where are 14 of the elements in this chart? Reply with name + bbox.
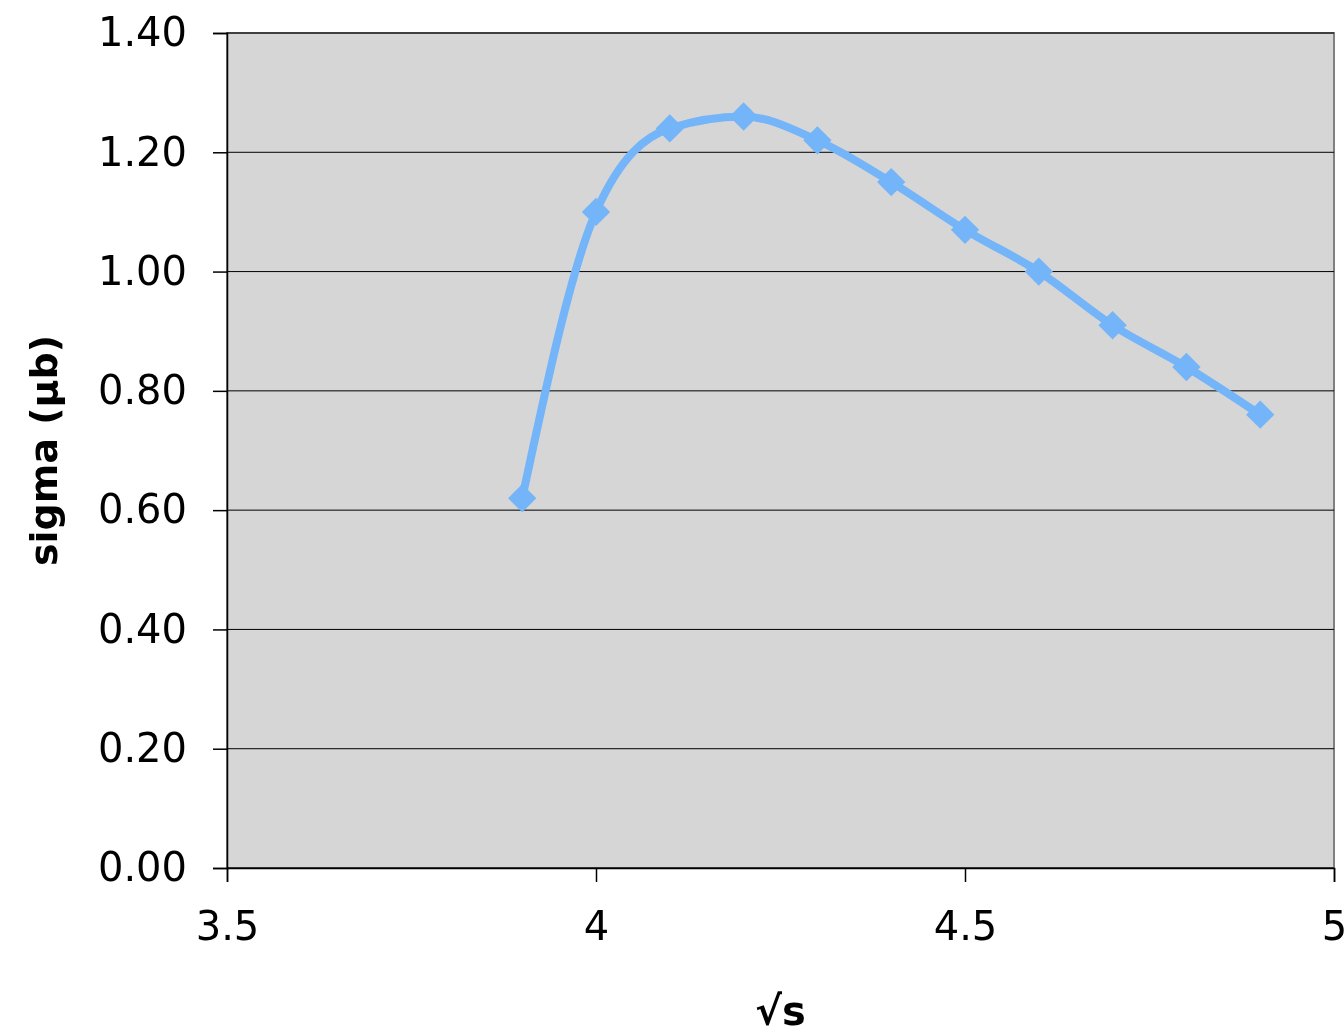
- y-tick-label: 0.80: [97, 367, 187, 414]
- y-tick-label: 0.40: [97, 605, 187, 652]
- x-axis-title: √s: [755, 988, 806, 1033]
- x-tick-label: 3.5: [195, 903, 260, 950]
- y-tick-label: 1.20: [97, 128, 187, 175]
- x-tick-label: 5: [1321, 903, 1344, 950]
- y-tick-label: 1.00: [97, 247, 187, 294]
- y-tick-label: 0.20: [97, 725, 187, 772]
- y-tick-label: 0.60: [97, 486, 187, 533]
- y-tick-label: 0.00: [97, 844, 187, 891]
- x-tick-label: 4.5: [933, 903, 998, 950]
- y-tick-label: 1.40: [97, 9, 187, 56]
- x-tick-label: 4: [583, 903, 610, 950]
- y-axis-title: sigma (μb): [22, 334, 66, 567]
